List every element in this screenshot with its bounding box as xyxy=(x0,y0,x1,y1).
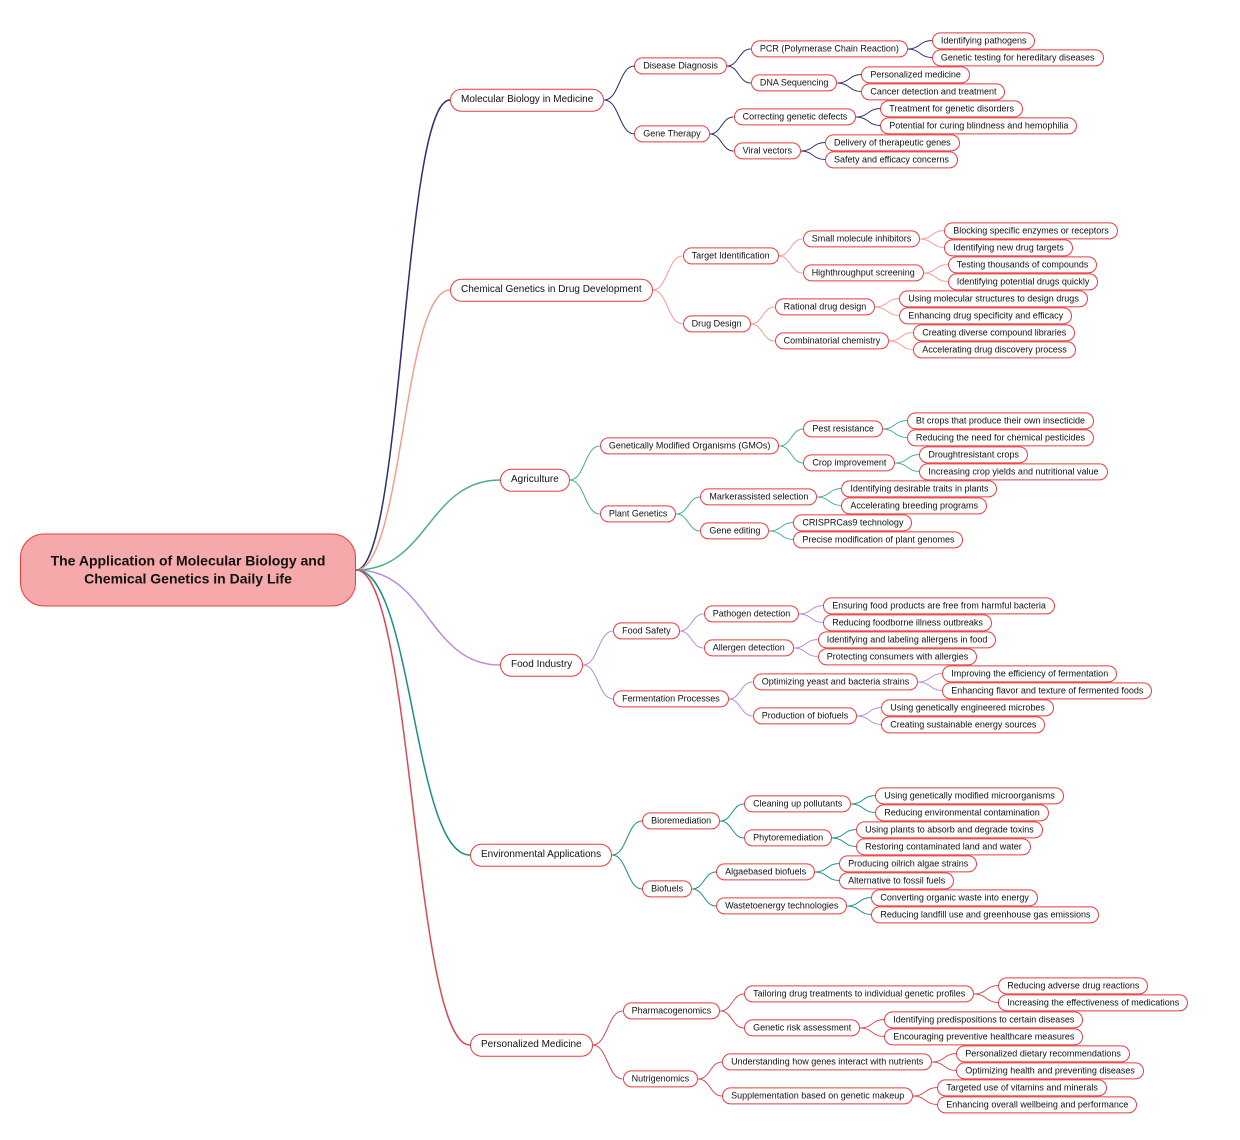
mindmap-node: Improving the efficiency of fermentation xyxy=(942,665,1117,682)
mindmap-node: Using plants to absorb and degrade toxin… xyxy=(856,821,1043,838)
mindmap-node: Reducing environmental contamination xyxy=(875,804,1049,821)
mindmap-node: Gene editing xyxy=(700,522,769,539)
mindmap-node: Using genetically modified microorganism… xyxy=(875,787,1064,804)
mindmap-node: Personalized Medicine xyxy=(470,1034,593,1057)
mindmap-node: Algaebased biofuels xyxy=(716,863,815,880)
mindmap-node: Reducing landfill use and greenhouse gas… xyxy=(871,906,1099,923)
mindmap-node: Accelerating breeding programs xyxy=(841,497,987,514)
mindmap-node: Bt crops that produce their own insectic… xyxy=(907,412,1094,429)
mindmap-node: Plant Genetics xyxy=(600,505,677,522)
mindmap-node: Treatment for genetic disorders xyxy=(880,100,1023,117)
mindmap-node: Personalized dietary recommendations xyxy=(956,1045,1130,1062)
mindmap-node: Enhancing overall wellbeing and performa… xyxy=(937,1096,1137,1113)
mindmap-node: Allergen detection xyxy=(704,639,794,656)
mindmap-node: Understanding how genes interact with nu… xyxy=(722,1053,932,1070)
mindmap-node: Target Identification xyxy=(683,247,779,264)
mindmap-node: Markerassisted selection xyxy=(700,488,817,505)
mindmap-node: Alternative to fossil fuels xyxy=(839,872,954,889)
mindmap-node: Identifying and labeling allergens in fo… xyxy=(818,631,997,648)
mindmap-node: Droughtresistant crops xyxy=(919,446,1028,463)
mindmap-node: Fermentation Processes xyxy=(613,690,729,707)
mindmap-node: Identifying pathogens xyxy=(932,32,1036,49)
mindmap-node: Crop improvement xyxy=(803,454,895,471)
mindmap-node: Pest resistance xyxy=(803,420,883,437)
mindmap-node: Safety and efficacy concerns xyxy=(825,151,958,168)
mindmap-node: Molecular Biology in Medicine xyxy=(450,89,604,112)
mindmap-node: Correcting genetic defects xyxy=(734,108,857,125)
mindmap-node: Protecting consumers with allergies xyxy=(818,648,978,665)
mindmap-node: Accelerating drug discovery process xyxy=(913,341,1076,358)
mindmap-node: Cleaning up pollutants xyxy=(744,795,851,812)
mindmap-node: Testing thousands of compounds xyxy=(948,256,1098,273)
mindmap-node: Combinatorial chemistry xyxy=(775,332,890,349)
mindmap-node: Potential for curing blindness and hemop… xyxy=(880,117,1077,134)
mindmap-node: PCR (Polymerase Chain Reaction) xyxy=(751,40,908,57)
mindmap-node: Environmental Applications xyxy=(470,844,612,867)
mindmap-node: Increasing crop yields and nutritional v… xyxy=(919,463,1107,480)
mindmap-node: Using genetically engineered microbes xyxy=(881,699,1054,716)
mindmap-node: Identifying new drug targets xyxy=(944,239,1073,256)
mindmap-node: Gene Therapy xyxy=(634,125,709,142)
mindmap-canvas: The Application of Molecular Biology and… xyxy=(0,0,1240,1140)
mindmap-node: Supplementation based on genetic makeup xyxy=(722,1087,913,1104)
mindmap-node: Producing oilrich algae strains xyxy=(839,855,977,872)
mindmap-node: Reducing adverse drug reactions xyxy=(998,977,1148,994)
mindmap-node: Genetically Modified Organisms (GMOs) xyxy=(600,437,780,454)
mindmap-node: Creating diverse compound libraries xyxy=(913,324,1075,341)
mindmap-node: Rational drug design xyxy=(775,298,876,315)
mindmap-node: Chemical Genetics in Drug Development xyxy=(450,279,653,302)
mindmap-node: Optimizing health and preventing disease… xyxy=(956,1062,1144,1079)
mindmap-node: Identifying desirable traits in plants xyxy=(841,480,997,497)
mindmap-node: Bioremediation xyxy=(642,812,720,829)
mindmap-node: Optimizing yeast and bacteria strains xyxy=(753,673,919,690)
mindmap-node: Delivery of therapeutic genes xyxy=(825,134,960,151)
mindmap-node: Enhancing drug specificity and efficacy xyxy=(899,307,1072,324)
mindmap-node: Pharmacogenomics xyxy=(623,1002,721,1019)
mindmap-node: Restoring contaminated land and water xyxy=(856,838,1031,855)
mindmap-node: CRISPRCas9 technology xyxy=(793,514,912,531)
mindmap-node: Genetic risk assessment xyxy=(744,1019,860,1036)
mindmap-node: Cancer detection and treatment xyxy=(861,83,1005,100)
mindmap-node: Production of biofuels xyxy=(753,707,858,724)
mindmap-node: Nutrigenomics xyxy=(623,1070,699,1087)
mindmap-node: Enhancing flavor and texture of fermente… xyxy=(942,682,1152,699)
mindmap-node: Identifying potential drugs quickly xyxy=(948,273,1099,290)
mindmap-node: Pathogen detection xyxy=(704,605,800,622)
mindmap-node: Biofuels xyxy=(642,880,692,897)
mindmap-node: Using molecular structures to design dru… xyxy=(899,290,1088,307)
mindmap-node: Wastetoenergy technologies xyxy=(716,897,847,914)
mindmap-node: Highthroughput screening xyxy=(803,264,924,281)
mindmap-node: Ensuring food products are free from har… xyxy=(823,597,1055,614)
mindmap-node: Reducing the need for chemical pesticide… xyxy=(907,429,1094,446)
mindmap-node: Precise modification of plant genomes xyxy=(793,531,963,548)
mindmap-node: DNA Sequencing xyxy=(751,74,838,91)
mindmap-node: Targeted use of vitamins and minerals xyxy=(937,1079,1107,1096)
mindmap-node: Phytoremediation xyxy=(744,829,832,846)
mindmap-node: Small molecule inhibitors xyxy=(803,230,921,247)
mindmap-node: Reducing foodborne illness outbreaks xyxy=(823,614,992,631)
mindmap-node: Blocking specific enzymes or receptors xyxy=(944,222,1118,239)
mindmap-node: Genetic testing for hereditary diseases xyxy=(932,49,1104,66)
mindmap-node: Food Industry xyxy=(500,654,583,677)
mindmap-node: Drug Design xyxy=(683,315,751,332)
mindmap-node: Disease Diagnosis xyxy=(634,57,727,74)
mindmap-node: Food Safety xyxy=(613,622,680,639)
mindmap-node: Personalized medicine xyxy=(861,66,970,83)
mindmap-node: Viral vectors xyxy=(734,142,801,159)
mindmap-node: Identifying predispositions to certain d… xyxy=(884,1011,1083,1028)
mindmap-node: Agriculture xyxy=(500,469,570,492)
mindmap-node: Converting organic waste into energy xyxy=(871,889,1038,906)
mindmap-node: Encouraging preventive healthcare measur… xyxy=(884,1028,1083,1045)
mindmap-node: The Application of Molecular Biology and… xyxy=(20,534,356,607)
mindmap-node: Tailoring drug treatments to individual … xyxy=(744,985,974,1002)
mindmap-node: Increasing the effectiveness of medicati… xyxy=(998,994,1188,1011)
mindmap-node: Creating sustainable energy sources xyxy=(881,716,1045,733)
